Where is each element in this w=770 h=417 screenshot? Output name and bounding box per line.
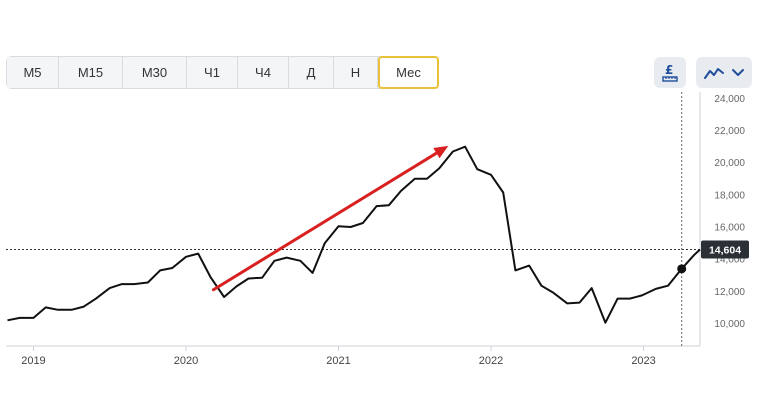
- y-tick-label: 24,000: [714, 94, 745, 105]
- trend-arrow-head: [433, 145, 449, 159]
- timeframe-month-button[interactable]: Мес: [378, 56, 439, 89]
- x-tick-label: 2020: [174, 355, 198, 367]
- annotation-layer: [211, 145, 449, 292]
- y-axis: 10,000 12,000 14,000 16,000 18,000 20,000 22,0…: [699, 92, 745, 346]
- y-tick-label: 18,000: [714, 190, 745, 201]
- x-tick-label: 2022: [479, 355, 503, 367]
- timeframe-h1-button[interactable]: Ч1: [187, 57, 238, 88]
- y-tick-label: 20,000: [714, 158, 745, 169]
- indicators-button[interactable]: £: [654, 57, 686, 88]
- y-tick-label: 10,000: [714, 319, 745, 330]
- timeframe-m15-button[interactable]: M15: [59, 57, 123, 88]
- x-tick-label: 2021: [326, 355, 350, 367]
- last-price-badge: [701, 240, 749, 259]
- price-tag-layer: 14,604: [701, 240, 749, 259]
- last-price-label: 14,604: [709, 244, 741, 256]
- x-axis: 2019 2020 2021 2022 2023: [6, 345, 700, 367]
- timeframe-toolbar: M5 M15 M30 Ч1 Ч4 Д Н Мес: [6, 56, 439, 89]
- crosshair-guides: [6, 92, 700, 346]
- chevron-down-icon: [732, 68, 744, 76]
- y-tick-label: 16,000: [714, 223, 745, 234]
- x-tick-label: 2019: [21, 355, 45, 367]
- svg-text:£: £: [665, 63, 673, 77]
- timeframe-week-button[interactable]: Н: [334, 57, 378, 88]
- series-layer: [7, 145, 701, 324]
- chart-type-dropdown[interactable]: [696, 57, 752, 88]
- line-chart-icon: [704, 67, 724, 79]
- timeframe-day-button[interactable]: Д: [289, 57, 334, 88]
- timeframe-h4-button[interactable]: Ч4: [238, 57, 289, 88]
- price-series-line: [7, 145, 701, 324]
- timeframe-m5-button[interactable]: M5: [7, 57, 59, 88]
- currency-pound-ruler-icon: £: [662, 63, 678, 82]
- crosshair-marker-point: [677, 264, 687, 274]
- trend-arrow-shaft: [211, 151, 438, 292]
- timeframe-m30-button[interactable]: M30: [123, 57, 187, 88]
- x-tick-label: 2023: [631, 355, 655, 367]
- y-tick-label: 12,000: [714, 287, 745, 298]
- y-tick-label: 14,000: [714, 255, 745, 266]
- y-tick-label: 22,000: [714, 126, 745, 137]
